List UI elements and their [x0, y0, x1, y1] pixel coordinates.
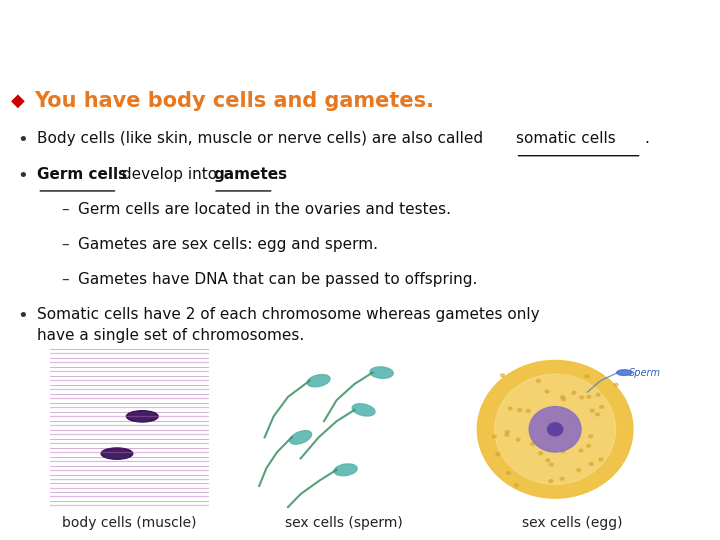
Text: Gametes have DNA that can be passed to offspring.: Gametes have DNA that can be passed to o… [78, 272, 477, 287]
Ellipse shape [539, 452, 542, 455]
Ellipse shape [614, 383, 618, 386]
Ellipse shape [500, 374, 505, 377]
Ellipse shape [575, 431, 579, 434]
Ellipse shape [589, 435, 593, 438]
Ellipse shape [545, 390, 549, 393]
Ellipse shape [546, 459, 550, 462]
Ellipse shape [572, 392, 576, 394]
Text: 6.1 Chromosomes and Meiosis: 6.1 Chromosomes and Meiosis [11, 21, 486, 49]
Text: •: • [18, 307, 28, 326]
Ellipse shape [307, 375, 330, 387]
Ellipse shape [590, 409, 594, 412]
Text: Sperm: Sperm [629, 368, 660, 377]
Ellipse shape [561, 396, 564, 399]
Ellipse shape [506, 471, 510, 475]
Text: Gametes are sex cells: egg and sperm.: Gametes are sex cells: egg and sperm. [78, 237, 378, 252]
Ellipse shape [518, 409, 522, 411]
Ellipse shape [529, 407, 581, 452]
Ellipse shape [561, 450, 564, 453]
Text: gametes: gametes [213, 166, 287, 181]
Text: body cells (muscle): body cells (muscle) [63, 516, 197, 530]
Text: develop into: develop into [117, 166, 222, 181]
Ellipse shape [589, 462, 593, 465]
Text: Somatic cells have 2 of each chromosome whereas gametes only
have a single set o: Somatic cells have 2 of each chromosome … [37, 307, 540, 343]
Ellipse shape [508, 407, 512, 410]
Ellipse shape [127, 410, 158, 422]
Ellipse shape [549, 463, 553, 466]
Ellipse shape [531, 443, 534, 445]
Text: Germ cells are located in the ovaries and testes.: Germ cells are located in the ovaries an… [78, 202, 451, 217]
Text: –: – [61, 272, 68, 287]
Ellipse shape [289, 430, 312, 444]
Ellipse shape [599, 458, 603, 461]
Text: ◆: ◆ [11, 92, 25, 110]
Ellipse shape [596, 393, 600, 396]
Ellipse shape [496, 453, 500, 456]
Ellipse shape [477, 361, 633, 498]
Text: –: – [61, 237, 68, 252]
Ellipse shape [526, 409, 531, 413]
Ellipse shape [587, 395, 591, 399]
Ellipse shape [495, 374, 616, 484]
Ellipse shape [334, 464, 357, 476]
Ellipse shape [587, 444, 590, 447]
Text: sex cells (sperm): sex cells (sperm) [285, 516, 403, 530]
Ellipse shape [577, 469, 581, 471]
Ellipse shape [585, 375, 589, 378]
Ellipse shape [595, 413, 600, 416]
Ellipse shape [548, 423, 563, 436]
Ellipse shape [562, 398, 565, 401]
Text: .: . [274, 166, 279, 181]
Ellipse shape [548, 420, 552, 423]
Ellipse shape [505, 434, 509, 436]
Ellipse shape [617, 370, 632, 375]
Ellipse shape [352, 404, 375, 416]
Ellipse shape [571, 422, 575, 424]
Text: –: – [61, 202, 68, 217]
Ellipse shape [370, 367, 393, 379]
Text: .: . [644, 131, 649, 146]
Text: Germ cells: Germ cells [37, 166, 127, 181]
Text: •: • [18, 131, 28, 149]
Text: Body cells (like skin, muscle or nerve cells) are also called: Body cells (like skin, muscle or nerve c… [37, 131, 488, 146]
Ellipse shape [101, 448, 132, 459]
Ellipse shape [514, 484, 518, 487]
Ellipse shape [549, 480, 553, 483]
Text: •: • [18, 166, 28, 185]
Ellipse shape [536, 380, 540, 382]
Ellipse shape [492, 435, 496, 438]
Ellipse shape [560, 477, 564, 480]
Text: somatic cells: somatic cells [516, 131, 616, 146]
Ellipse shape [600, 406, 603, 408]
Text: You have body cells and gametes.: You have body cells and gametes. [35, 91, 435, 111]
Text: sex cells (egg): sex cells (egg) [522, 516, 623, 530]
Ellipse shape [516, 438, 520, 441]
Ellipse shape [580, 396, 584, 399]
Ellipse shape [579, 449, 583, 452]
Ellipse shape [505, 430, 509, 434]
